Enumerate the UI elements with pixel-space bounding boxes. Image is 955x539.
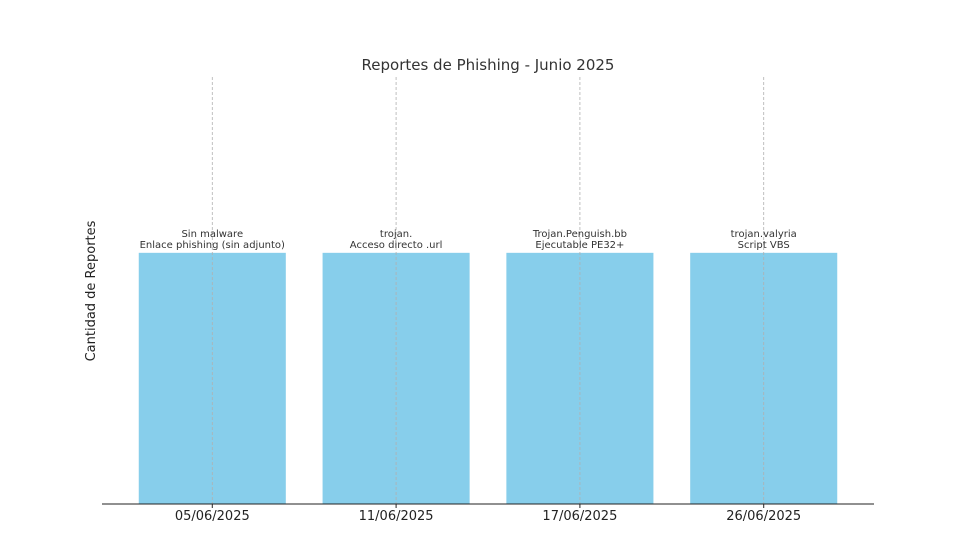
bar-annotation-2-line-1: trojan.	[380, 229, 412, 240]
x-tick-label-2: 11/06/2025	[359, 509, 434, 524]
grid-lines	[211, 77, 765, 504]
chart-title: Reportes de Phishing - Junio 2025	[362, 56, 615, 74]
y-axis-label: Cantidad de Reportes	[84, 220, 99, 361]
bar-annotation-3-line-2: Ejecutable PE32+	[535, 240, 624, 251]
bar-annotation-2-line-2: Acceso directo .url	[350, 240, 443, 251]
bar-annotation-4-line-1: trojan.valyria	[731, 229, 797, 240]
bar-annotation-3-line-1: Trojan.Penguish.bb	[532, 229, 627, 240]
bar-annotation-1-line-1: Sin malware	[181, 229, 243, 240]
x-tick-label-4: 26/06/2025	[726, 509, 801, 524]
x-tick-label-1: 05/06/2025	[175, 509, 250, 524]
x-axis-ticks: 05/06/2025 11/06/2025 17/06/2025 26/06/2025	[175, 504, 801, 524]
bars	[138, 252, 838, 504]
bar-annotation-1-line-2: Enlace phishing (sin adjunto)	[140, 240, 285, 251]
bar-annotation-4-line-2: Script VBS	[738, 240, 790, 251]
x-tick-label-3: 17/06/2025	[542, 509, 617, 524]
